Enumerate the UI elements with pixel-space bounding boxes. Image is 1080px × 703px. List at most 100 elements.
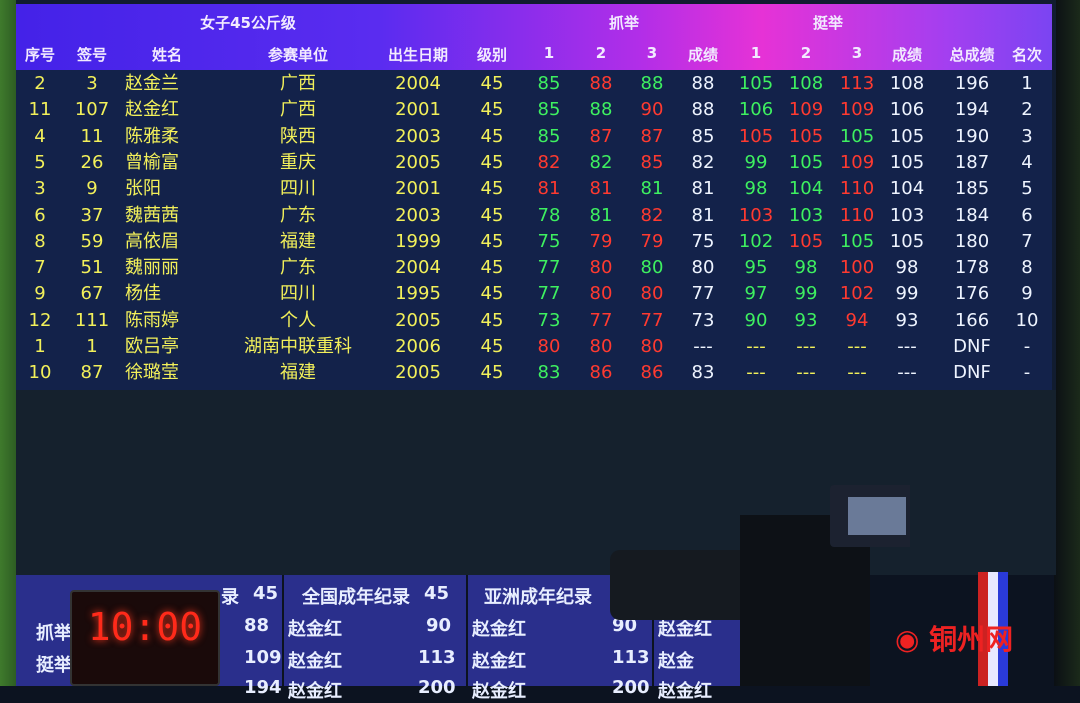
snatch-attempt-1: 83 xyxy=(537,362,561,384)
cj-attempt-3: 109 xyxy=(839,151,875,173)
total-cell: 190 xyxy=(954,125,990,147)
lot-cell: 67 xyxy=(80,283,104,305)
snatch-best: 88 xyxy=(691,73,715,94)
seq-cell: 6 xyxy=(34,204,46,226)
column-header: 1 xyxy=(750,44,762,62)
table-row: 4 11 陈雅柔 陕西 2003 45 85 87 87 85 105 105 105 105 190 3 xyxy=(16,124,1052,150)
column-header: 姓名 xyxy=(151,46,183,64)
seq-cell: 7 xyxy=(34,257,46,279)
cj-attempt-1: --- xyxy=(746,336,766,357)
snatch-best: --- xyxy=(693,336,713,357)
birth-cell: 1995 xyxy=(395,283,441,305)
record-value: 109 xyxy=(244,647,282,668)
record-holder: 赵金红 xyxy=(658,619,712,640)
birth-cell: 2001 xyxy=(395,178,441,200)
record-title: 亚洲成年纪录 xyxy=(484,587,592,608)
record-value: 113 xyxy=(418,647,456,668)
background-dark xyxy=(1054,0,1080,686)
snatch-best: 81 xyxy=(691,204,715,226)
cj-attempt-2: --- xyxy=(796,336,816,357)
snatch-attempt-2: 88 xyxy=(589,99,613,121)
rank-cell: - xyxy=(1023,362,1031,384)
unit-cell: 广东 xyxy=(280,204,316,226)
column-header: 成绩 xyxy=(891,46,923,64)
lot-cell: 11 xyxy=(80,125,104,147)
total-cell: DNF xyxy=(953,362,991,384)
cj-attempt-3: 105 xyxy=(839,125,875,147)
snatch-attempt-3: 86 xyxy=(640,362,664,384)
table-header: 女子45公斤级 抓举 挺举 序号 签号 姓名 参赛单位 出生日期 级别 1 2 3 成绩 1 2 3 成绩… xyxy=(16,4,1052,72)
snatch-attempt-2: 79 xyxy=(589,230,613,252)
lot-cell: 1 xyxy=(86,336,98,357)
cj-best: 105 xyxy=(889,125,925,147)
unit-cell: 重庆 xyxy=(280,151,316,173)
snatch-attempt-1: 85 xyxy=(537,99,561,121)
rank-cell: 5 xyxy=(1021,178,1033,200)
rank-cell: 1 xyxy=(1021,73,1033,94)
snatch-attempt-2: 80 xyxy=(589,336,613,357)
seq-cell: 1 xyxy=(34,336,46,357)
total-cell: 185 xyxy=(954,178,990,200)
cj-attempt-3: 102 xyxy=(839,283,875,305)
table-row: 12 111 陈雨婷 个人 2005 45 73 77 77 73 90 93 94 93 166 10 xyxy=(16,308,1052,334)
cj-attempt-1: 102 xyxy=(738,230,774,252)
lot-cell: 9 xyxy=(86,178,98,200)
record-holder: 赵金红 xyxy=(288,619,342,640)
cj-attempt-3: 113 xyxy=(839,73,875,94)
snatch-attempt-3: 85 xyxy=(640,151,664,173)
table-row: 7 51 魏丽丽 广东 2004 45 77 80 80 80 95 98 100 98 178 8 xyxy=(16,255,1052,281)
total-cell: 187 xyxy=(954,151,990,173)
background-grass xyxy=(0,0,18,686)
snatch-attempt-1: 85 xyxy=(537,125,561,147)
table-row: 8 59 高依眉 福建 1999 45 75 79 79 75 102 105 105 105 180 7 xyxy=(16,229,1052,255)
unit-cell: 广东 xyxy=(280,257,316,279)
snatch-attempt-1: 77 xyxy=(537,257,561,279)
cj-attempt-2: 103 xyxy=(788,204,824,226)
cj-attempt-2: 99 xyxy=(794,283,818,305)
record-holder: 赵金 xyxy=(658,651,694,672)
cj-attempt-1: 103 xyxy=(738,204,774,226)
birth-cell: 2006 xyxy=(395,336,441,357)
rank-cell: 4 xyxy=(1021,151,1033,173)
record-row-label-snatch: 抓举 xyxy=(36,623,72,644)
snatch-best: 75 xyxy=(691,230,715,252)
snatch-best: 73 xyxy=(691,309,715,331)
cj-attempt-1: 105 xyxy=(738,73,774,94)
snatch-attempt-3: 88 xyxy=(640,73,664,94)
seq-cell: 9 xyxy=(34,283,46,305)
birth-cell: 2005 xyxy=(395,309,441,331)
snatch-attempt-3: 87 xyxy=(640,125,664,147)
seq-cell: 5 xyxy=(34,151,46,173)
column-header: 1 xyxy=(543,44,555,62)
record-title: 全国成年纪录 xyxy=(302,587,410,608)
record-title: 录 xyxy=(221,587,239,608)
table-row: 5 26 曾榆富 重庆 2005 45 82 82 85 82 99 105 109 105 187 4 xyxy=(16,150,1052,176)
record-value: 90 xyxy=(612,615,638,636)
column-header: 名次 xyxy=(1011,46,1043,64)
column-header: 签号 xyxy=(76,46,108,64)
cj-attempt-1: 90 xyxy=(744,309,768,331)
snatch-attempt-1: 77 xyxy=(537,283,561,305)
snatch-attempt-2: 88 xyxy=(589,73,613,94)
birth-cell: 1999 xyxy=(395,230,441,252)
rank-cell: 10 xyxy=(1015,309,1039,331)
snatch-attempt-3: 81 xyxy=(640,178,664,200)
name-cell: 陈雅柔 xyxy=(125,125,179,147)
snatch-attempt-1: 78 xyxy=(537,204,561,226)
table-row: 1 1 欧吕亭 湖南中联重科 2006 45 80 80 80 --- --- --- --- --- DN… xyxy=(16,334,1052,360)
lot-cell: 3 xyxy=(86,73,98,94)
unit-cell: 广西 xyxy=(280,73,316,94)
cj-attempt-3: 110 xyxy=(839,204,875,226)
snatch-best: 85 xyxy=(691,125,715,147)
category-cell: 45 xyxy=(480,336,504,357)
snatch-attempt-2: 81 xyxy=(589,204,613,226)
total-cell: 180 xyxy=(954,230,990,252)
column-header: 3 xyxy=(851,44,863,62)
seq-cell: 12 xyxy=(28,309,52,331)
snatch-attempt-3: 80 xyxy=(640,257,664,279)
cj-attempt-1: 95 xyxy=(744,257,768,279)
category-cell: 45 xyxy=(480,73,504,94)
snatch-attempt-1: 75 xyxy=(537,230,561,252)
unit-cell: 福建 xyxy=(280,230,316,252)
category-cell: 45 xyxy=(480,151,504,173)
